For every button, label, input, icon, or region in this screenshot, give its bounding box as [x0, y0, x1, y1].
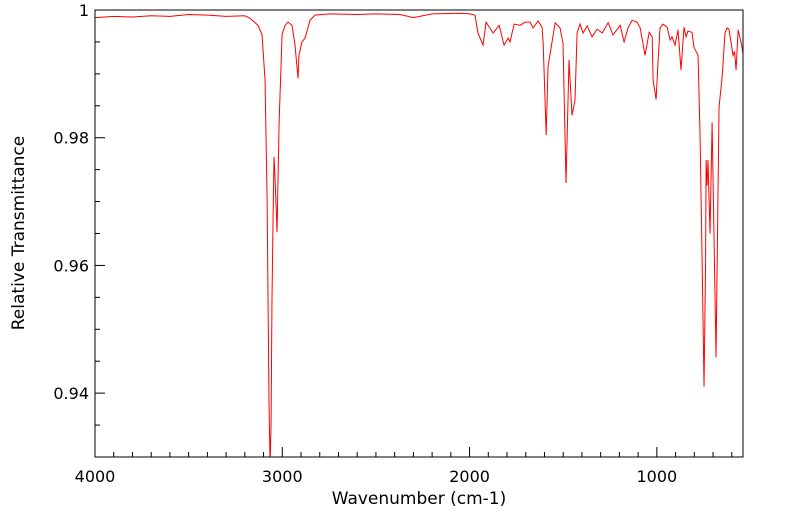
spectrum-line — [95, 12, 743, 457]
x-tick-label: 3000 — [262, 467, 303, 486]
x-tick-label: 2000 — [449, 467, 490, 486]
y-tick-label: 0.96 — [53, 256, 89, 275]
x-tick-label: 4000 — [75, 467, 116, 486]
y-axis-label: Relative Transmittance — [9, 136, 29, 331]
y-tick-label: 0.98 — [53, 129, 89, 148]
x-axis-label: Wavenumber (cm-1) — [332, 489, 507, 509]
tick-labels: 4000 3000 2000 1000 1 0.98 0.96 0.94 — [53, 1, 677, 486]
y-tick-label: 1 — [79, 1, 89, 20]
axis-ticks — [94, 9, 733, 458]
y-tick-label: 0.94 — [53, 384, 89, 403]
plot-frame — [94, 9, 744, 458]
x-tick-label: 1000 — [636, 467, 677, 486]
